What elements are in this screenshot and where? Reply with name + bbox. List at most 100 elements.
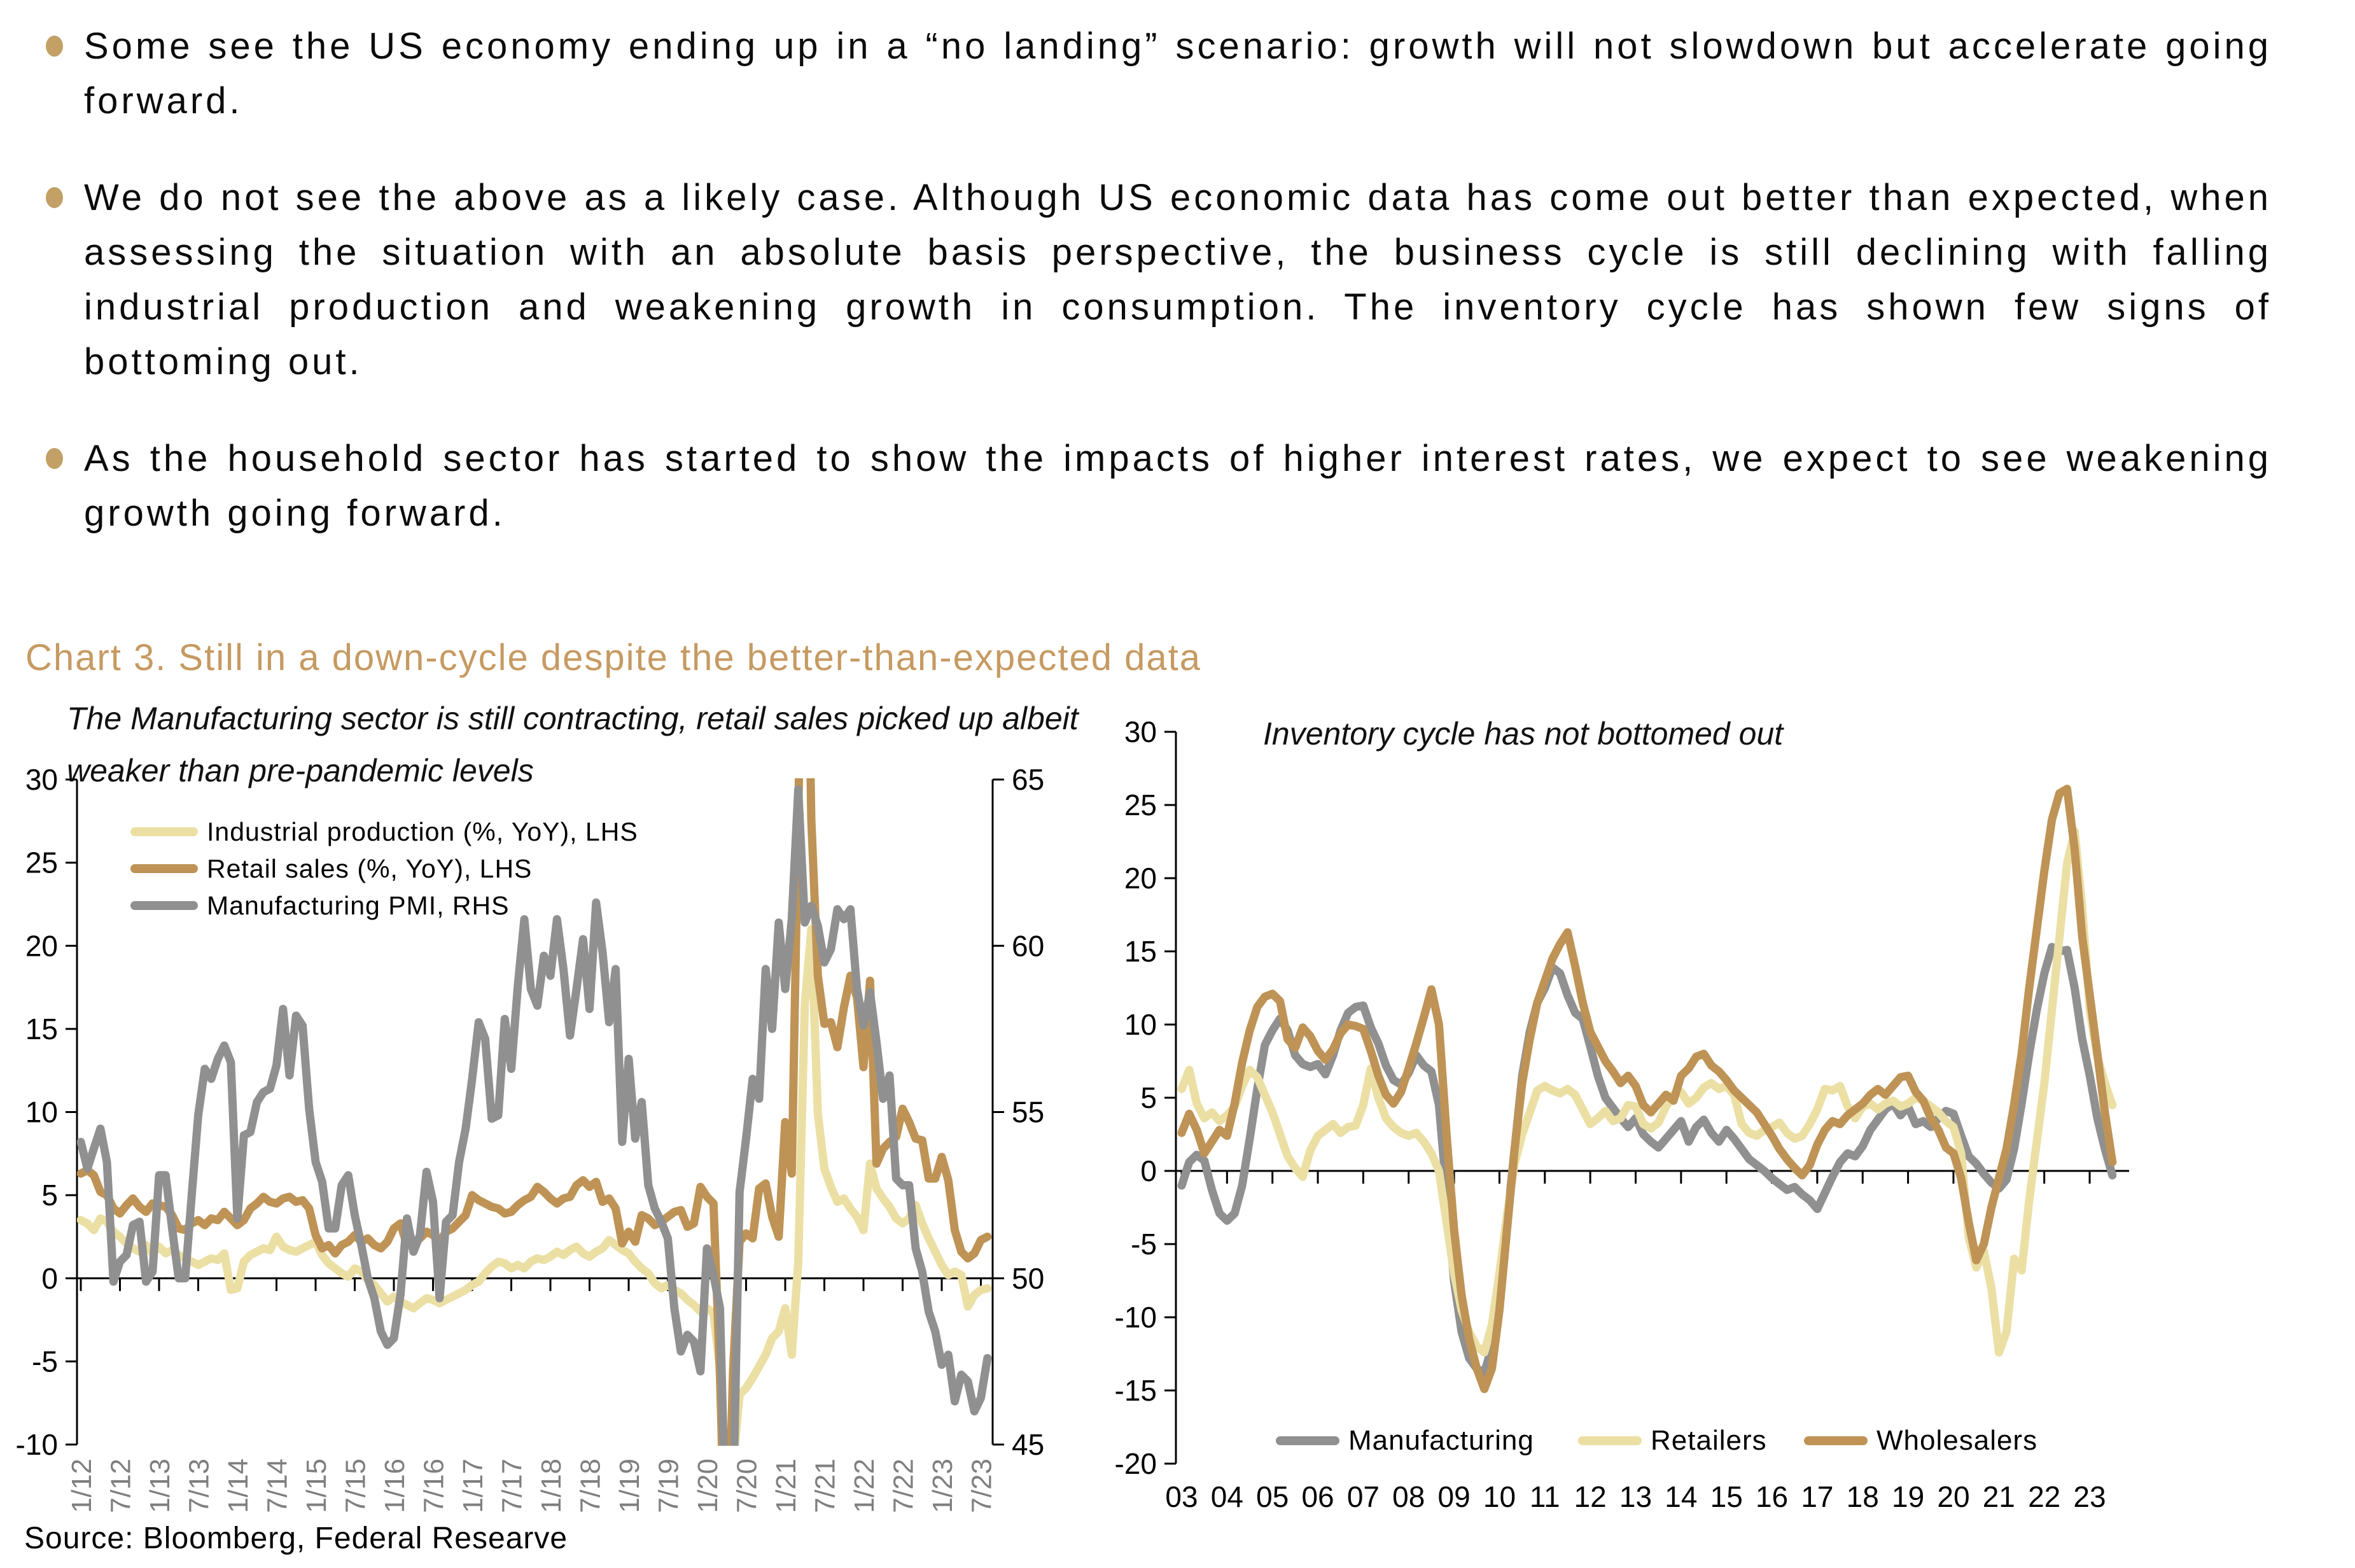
svg-text:07: 07 (1347, 1480, 1380, 1513)
svg-text:17: 17 (1801, 1480, 1833, 1513)
legend-label: Retail sales (%, YoY), LHS (207, 853, 533, 883)
retail-sales-swatch-icon (130, 864, 198, 873)
bullet-marker-icon (46, 448, 63, 469)
svg-text:18: 18 (1847, 1480, 1879, 1513)
svg-text:7/21: 7/21 (810, 1459, 841, 1513)
svg-text:06: 06 (1301, 1480, 1334, 1513)
svg-text:7/16: 7/16 (419, 1459, 450, 1513)
right-chart-subtitle: Inventory cycle has not bottomed out (1263, 716, 1784, 752)
legend-label: Manufacturing (1348, 1425, 1534, 1456)
svg-text:1/19: 1/19 (614, 1459, 645, 1513)
svg-text:20: 20 (1124, 862, 1157, 895)
svg-text:23: 23 (2073, 1480, 2106, 1513)
svg-text:03: 03 (1165, 1480, 1198, 1513)
left-chart-subtitle: The Manufacturing sector is still contra… (67, 701, 1079, 788)
wholesalers-swatch-icon (1804, 1436, 1868, 1445)
svg-text:1/14: 1/14 (223, 1459, 254, 1513)
svg-text:45: 45 (1012, 1428, 1044, 1461)
svg-text:65: 65 (1012, 763, 1044, 796)
svg-text:7/15: 7/15 (340, 1459, 372, 1513)
legend-item-wholesalers: Wholesalers (1804, 1424, 2037, 1457)
svg-text:60: 60 (1012, 929, 1044, 962)
retailers-swatch-icon (1578, 1436, 1642, 1445)
source-note: Source: Bloomberg, Federal Researve (24, 1522, 568, 1555)
svg-text:1/13: 1/13 (144, 1459, 176, 1513)
svg-text:19: 19 (1892, 1480, 1924, 1513)
svg-text:-15: -15 (1115, 1374, 1157, 1407)
svg-text:7/18: 7/18 (575, 1459, 606, 1513)
svg-text:10: 10 (25, 1096, 58, 1129)
bullet-marker-icon (46, 36, 63, 57)
manufacturing-swatch-icon (1276, 1436, 1339, 1445)
bullet-item-1: Some see the US economy ending up in a “… (46, 19, 2272, 129)
svg-text:13: 13 (1619, 1480, 1652, 1513)
svg-text:1/20: 1/20 (692, 1459, 723, 1513)
svg-text:20: 20 (25, 929, 58, 962)
bullet-text-2: We do not see the above as a likely case… (84, 177, 2272, 382)
svg-text:7/17: 7/17 (497, 1459, 528, 1513)
legend-item-retail-sales: Retail sales (%, YoY), LHS (130, 850, 532, 887)
svg-text:1/21: 1/21 (771, 1459, 802, 1513)
svg-text:25: 25 (25, 846, 58, 879)
svg-text:14: 14 (1665, 1480, 1697, 1513)
svg-text:5: 5 (1140, 1081, 1157, 1114)
svg-text:7/20: 7/20 (732, 1459, 763, 1513)
svg-text:-5: -5 (1131, 1228, 1157, 1261)
chart-section-title: Chart 3. Still in a down-cycle despite t… (25, 637, 1201, 678)
svg-text:7/19: 7/19 (653, 1459, 685, 1513)
bullet-marker-icon (46, 187, 63, 208)
bullet-list: Some see the US economy ending up in a “… (46, 19, 2272, 583)
svg-text:09: 09 (1438, 1480, 1471, 1513)
svg-text:21: 21 (1983, 1480, 2015, 1513)
svg-text:22: 22 (2028, 1480, 2060, 1513)
svg-text:7/14: 7/14 (262, 1459, 293, 1513)
svg-text:05: 05 (1256, 1480, 1289, 1513)
svg-text:50: 50 (1012, 1262, 1044, 1295)
svg-text:5: 5 (41, 1179, 58, 1212)
svg-text:-5: -5 (32, 1345, 58, 1378)
bullet-text-3: As the household sector has started to s… (84, 438, 2272, 534)
legend-item-retailers: Retailers (1578, 1424, 1767, 1457)
svg-text:55: 55 (1012, 1096, 1044, 1129)
svg-text:1/15: 1/15 (301, 1459, 332, 1513)
manufacturing-pmi-swatch-icon (130, 901, 198, 910)
svg-text:15: 15 (1124, 935, 1157, 968)
bullet-item-2: We do not see the above as a likely case… (46, 171, 2272, 389)
svg-text:1/18: 1/18 (536, 1459, 567, 1513)
svg-text:1/16: 1/16 (379, 1459, 410, 1513)
bullet-item-3: As the household sector has started to s… (46, 431, 2272, 541)
svg-text:30: 30 (1124, 715, 1157, 748)
legend-item-industrial-production: Industrial production (%, YoY), LHS (130, 813, 638, 850)
svg-text:30: 30 (25, 763, 58, 796)
svg-text:-10: -10 (16, 1428, 58, 1461)
svg-text:0: 0 (41, 1262, 58, 1295)
svg-text:0: 0 (1140, 1154, 1157, 1187)
legend-label: Retailers (1651, 1425, 1767, 1456)
svg-text:16: 16 (1756, 1480, 1788, 1513)
svg-text:10: 10 (1124, 1008, 1157, 1041)
svg-text:20: 20 (1937, 1480, 1969, 1513)
legend-label: Industrial production (%, YoY), LHS (207, 816, 638, 846)
svg-text:15: 15 (25, 1012, 58, 1046)
svg-text:1/22: 1/22 (849, 1459, 880, 1513)
industrial-production-swatch-icon (130, 827, 198, 836)
svg-text:7/22: 7/22 (888, 1459, 919, 1513)
svg-text:-10: -10 (1115, 1301, 1157, 1334)
svg-text:1/12: 1/12 (66, 1459, 97, 1513)
svg-text:08: 08 (1392, 1480, 1425, 1513)
svg-text:25: 25 (1124, 788, 1157, 822)
svg-text:1/23: 1/23 (927, 1459, 958, 1513)
svg-text:04: 04 (1211, 1480, 1243, 1513)
legend-item-manufacturing-pmi: Manufacturing PMI, RHS (130, 887, 509, 924)
svg-text:12: 12 (1574, 1480, 1607, 1513)
svg-text:7/12: 7/12 (106, 1459, 137, 1513)
legend-item-manufacturing: Manufacturing (1276, 1424, 1534, 1457)
svg-text:7/13: 7/13 (184, 1459, 215, 1513)
svg-text:15: 15 (1710, 1480, 1743, 1513)
svg-text:-20: -20 (1115, 1447, 1157, 1480)
legend-label: Wholesalers (1876, 1425, 2038, 1456)
legend-label: Manufacturing PMI, RHS (207, 890, 510, 920)
svg-text:7/23: 7/23 (967, 1459, 998, 1513)
